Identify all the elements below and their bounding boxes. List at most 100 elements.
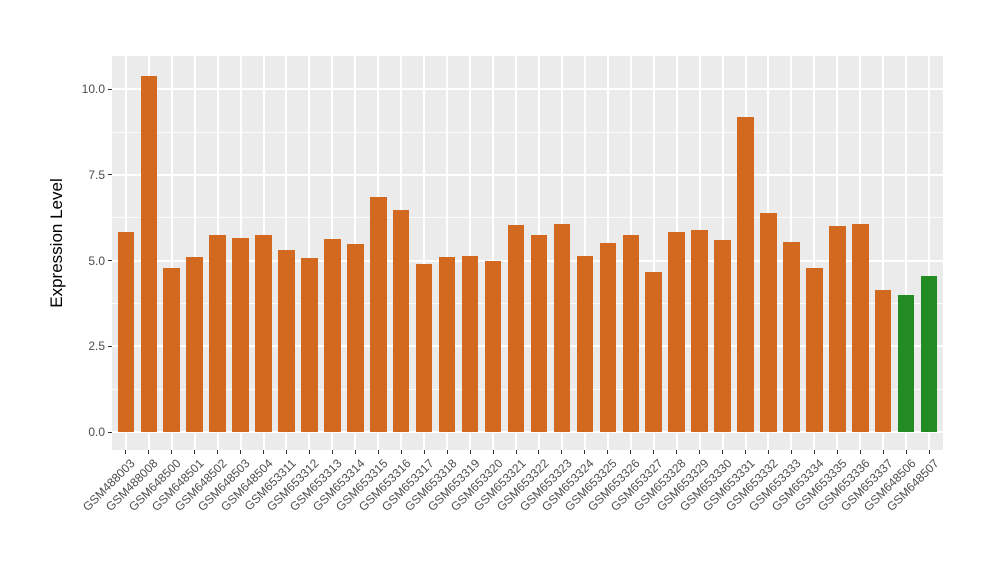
bar-GSM653336 bbox=[852, 223, 869, 432]
h-gridline-major bbox=[112, 88, 943, 91]
y-tick bbox=[108, 345, 112, 347]
bar-GSM653315 bbox=[370, 197, 387, 432]
x-tick bbox=[400, 450, 402, 454]
v-gridline bbox=[423, 56, 426, 450]
y-tick-label: 5.0 bbox=[88, 253, 105, 268]
bar-GSM653311 bbox=[278, 250, 295, 432]
x-tick bbox=[354, 450, 356, 454]
x-tick bbox=[331, 450, 333, 454]
bar-GSM648502 bbox=[209, 234, 226, 432]
h-gridline-major bbox=[112, 431, 943, 433]
x-tick bbox=[561, 450, 563, 454]
bar-GSM653322 bbox=[530, 234, 548, 432]
v-gridline bbox=[813, 56, 816, 450]
bar-GSM653312 bbox=[301, 257, 318, 432]
bar-GSM648503 bbox=[232, 238, 249, 432]
bar-GSM653313 bbox=[324, 238, 341, 432]
h-gridline-minor bbox=[112, 302, 943, 304]
bar-GSM653333 bbox=[783, 241, 800, 432]
bar-GSM653319 bbox=[461, 255, 479, 432]
bar-GSM653328 bbox=[668, 231, 685, 432]
x-tick bbox=[928, 450, 930, 454]
bar-GSM653316 bbox=[392, 210, 410, 432]
h-gridline-major bbox=[112, 259, 943, 262]
bar-GSM488003 bbox=[117, 231, 135, 432]
x-tick bbox=[905, 450, 907, 454]
v-gridline bbox=[193, 56, 196, 450]
x-tick bbox=[308, 450, 310, 454]
x-tick bbox=[125, 450, 127, 454]
y-tick-label: 7.5 bbox=[88, 167, 105, 182]
y-tick-label: 0.0 bbox=[88, 425, 105, 439]
v-gridline bbox=[469, 56, 472, 450]
x-tick bbox=[745, 450, 747, 454]
x-tick bbox=[836, 450, 838, 454]
bar-GSM488008 bbox=[140, 75, 157, 432]
v-gridline bbox=[652, 56, 655, 450]
bar-GSM648506 bbox=[897, 294, 915, 432]
y-tick-label: 2.5 bbox=[88, 339, 105, 354]
v-gridline bbox=[928, 56, 931, 450]
bar-GSM653326 bbox=[622, 234, 640, 432]
h-gridline-minor bbox=[112, 131, 943, 133]
y-tick bbox=[108, 174, 112, 176]
h-gridline-major bbox=[112, 173, 943, 176]
bar-GSM653325 bbox=[599, 242, 617, 432]
x-tick bbox=[171, 450, 173, 454]
v-gridline bbox=[446, 56, 449, 450]
bar-GSM653337 bbox=[874, 289, 892, 432]
x-tick bbox=[882, 450, 884, 454]
bar-GSM653331 bbox=[737, 116, 754, 432]
bar-GSM653321 bbox=[507, 224, 525, 432]
x-tick bbox=[859, 450, 861, 454]
x-tick bbox=[423, 450, 425, 454]
bar-GSM653323 bbox=[553, 223, 571, 432]
y-tick bbox=[108, 431, 112, 433]
x-tick bbox=[194, 450, 196, 454]
x-tick bbox=[584, 450, 586, 454]
x-tick bbox=[285, 450, 287, 454]
h-gridline-major bbox=[112, 345, 943, 348]
x-tick bbox=[240, 450, 242, 454]
bar-GSM648504 bbox=[255, 234, 272, 432]
bar-GSM648501 bbox=[186, 257, 203, 432]
y-axis-title: Expression Level bbox=[47, 178, 66, 308]
x-tick bbox=[699, 450, 701, 454]
x-tick bbox=[492, 450, 494, 454]
x-tick bbox=[722, 450, 724, 454]
x-tick bbox=[767, 450, 769, 454]
bar-GSM653314 bbox=[347, 244, 364, 432]
bar-GSM648500 bbox=[163, 267, 180, 432]
v-gridline bbox=[492, 56, 495, 450]
x-tick bbox=[630, 450, 632, 454]
x-tick bbox=[217, 450, 219, 454]
x-tick bbox=[813, 450, 815, 454]
bar-GSM653332 bbox=[760, 212, 777, 432]
bar-GSM653330 bbox=[714, 240, 731, 432]
x-tick bbox=[515, 450, 517, 454]
bar-GSM653317 bbox=[415, 264, 433, 432]
plot-panel bbox=[112, 56, 943, 450]
v-gridline bbox=[308, 56, 311, 450]
x-tick bbox=[148, 450, 150, 454]
bar-GSM653324 bbox=[576, 256, 594, 432]
x-tick bbox=[377, 450, 379, 454]
x-tick bbox=[469, 450, 471, 454]
v-gridline bbox=[583, 56, 586, 450]
h-gridline-minor bbox=[112, 217, 943, 219]
v-gridline bbox=[905, 56, 908, 450]
x-tick bbox=[790, 450, 792, 454]
x-tick bbox=[538, 450, 540, 454]
bar-GSM653334 bbox=[806, 268, 823, 432]
bar-GSM653329 bbox=[691, 229, 708, 432]
x-tick bbox=[263, 450, 265, 454]
bar-GSM653320 bbox=[484, 260, 502, 432]
x-tick bbox=[653, 450, 655, 454]
x-tick bbox=[607, 450, 609, 454]
bar-GSM653318 bbox=[438, 257, 456, 432]
bar-GSM653335 bbox=[829, 226, 846, 432]
h-gridline-minor bbox=[112, 388, 943, 390]
y-tick bbox=[108, 260, 112, 262]
x-tick bbox=[676, 450, 678, 454]
